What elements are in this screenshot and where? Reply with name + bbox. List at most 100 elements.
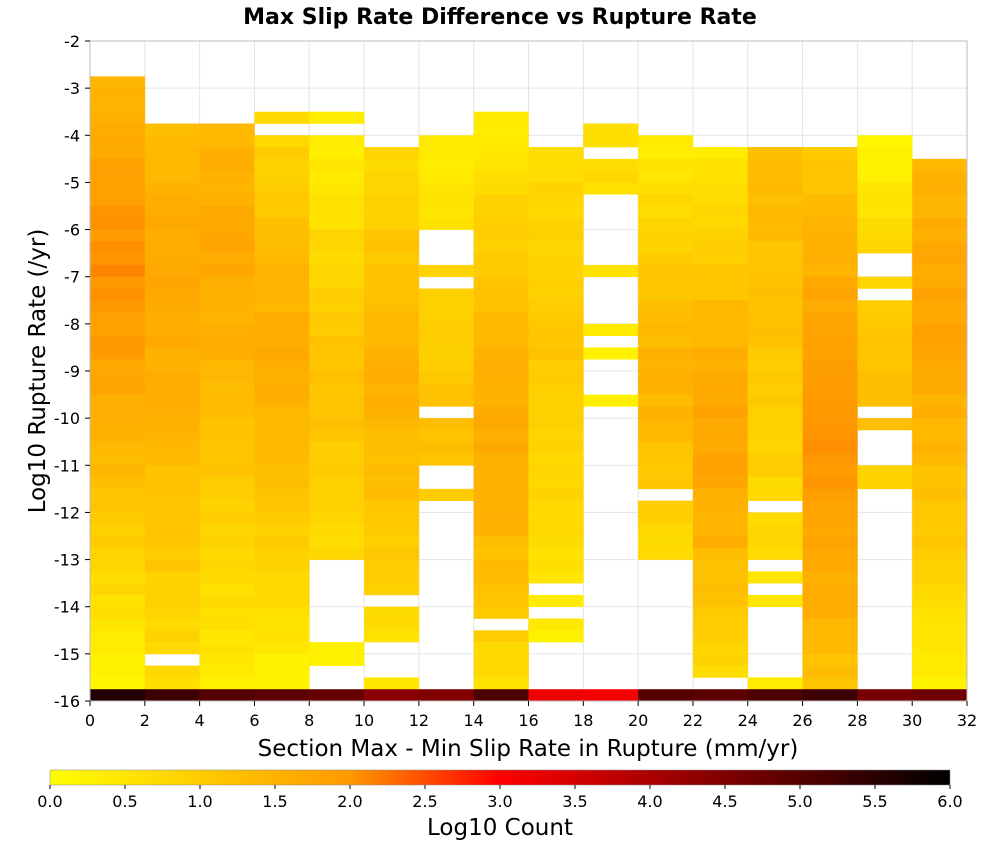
heatmap-cell [747, 194, 803, 207]
heatmap-cell [528, 453, 584, 466]
heatmap-cell [90, 453, 146, 466]
x-tick-label: 28 [847, 711, 867, 730]
heatmap-cell [692, 524, 749, 537]
heatmap-cell-bottom-row [309, 689, 365, 701]
heatmap-cell [473, 123, 529, 136]
heatmap-cell [747, 229, 803, 242]
heatmap-cell [90, 618, 146, 631]
heatmap-cell [199, 512, 255, 525]
heatmap-cell [473, 677, 529, 690]
heatmap-cell [90, 76, 146, 89]
heatmap-cell [528, 594, 584, 608]
heatmap-cell [199, 123, 255, 136]
heatmap-cell [418, 323, 474, 336]
heatmap-cell [199, 418, 255, 431]
heatmap-cell [747, 406, 803, 419]
y-axis-ticks: -2 -3 -4 -5 -6 -7 -8 -9 -10 -11 -12 -13 -14 -15 -16 [54, 32, 90, 711]
heatmap-cell [144, 429, 200, 443]
heatmap-cell [747, 335, 803, 348]
heatmap-cell [199, 288, 255, 301]
heatmap-cell-bottom-row [692, 689, 749, 701]
heatmap-cell [528, 618, 584, 631]
heatmap-cell [528, 312, 584, 325]
heatmap-cell [473, 147, 529, 160]
heatmap-cell [857, 394, 913, 407]
x-tick-label: 30 [902, 711, 922, 730]
heatmap-cell [309, 135, 365, 148]
heatmap-cell [90, 571, 146, 584]
x-tick-label: 14 [464, 711, 484, 730]
heatmap-cell [364, 288, 420, 301]
heatmap-cell [528, 206, 584, 219]
heatmap-cell [90, 394, 146, 407]
heatmap-cell [144, 264, 200, 278]
heatmap-cell [199, 335, 255, 348]
y-tick-label: -14 [54, 598, 80, 617]
heatmap-cell [802, 182, 858, 195]
heatmap-cell [692, 571, 749, 584]
heatmap-cell [638, 312, 694, 325]
heatmap-cell [364, 618, 420, 631]
heatmap-cell [692, 264, 749, 278]
heatmap-cell [199, 500, 255, 513]
heatmap-cell [199, 182, 255, 195]
heatmap-cell [912, 300, 968, 313]
heatmap-cell [144, 677, 200, 690]
heatmap-cell [364, 512, 420, 525]
heatmap-cell [90, 559, 146, 572]
heatmap-cell [90, 665, 146, 678]
heatmap-cell [144, 465, 200, 478]
heatmap-cell [802, 477, 858, 490]
heatmap-cell [638, 500, 694, 513]
heatmap-cell [199, 618, 255, 631]
heatmap-cell [90, 170, 146, 183]
heatmap-cell [309, 347, 365, 360]
heatmap-cell [144, 512, 200, 525]
heatmap-cell [747, 394, 803, 407]
heatmap-cell [692, 241, 749, 254]
heatmap-cell [254, 206, 310, 219]
heatmap-cell [254, 170, 310, 183]
x-axis-ticks: 0 2 4 6 8 10 12 14 16 18 20 22 24 26 28 30 32 [85, 701, 977, 730]
heatmap-cell [473, 194, 529, 207]
heatmap-cell-bottom-row [912, 689, 968, 701]
heatmap-cell [638, 465, 694, 478]
heatmap-cell [90, 524, 146, 537]
heatmap-cell [254, 418, 310, 431]
heatmap-cell [199, 606, 255, 619]
heatmap-cell [912, 158, 968, 171]
heatmap-cell [144, 547, 200, 560]
heatmap-cell [528, 465, 584, 478]
heatmap-cell [802, 418, 858, 431]
heatmap-cell [638, 335, 694, 348]
heatmap-cell [802, 206, 858, 219]
heatmap-cell-bottom-row [583, 689, 639, 701]
heatmap-cell [309, 429, 365, 443]
heatmap-cell [90, 147, 146, 160]
heatmap-cell [692, 429, 749, 443]
heatmap-cell [473, 382, 529, 395]
x-tick-label: 20 [628, 711, 648, 730]
heatmap-cell [857, 276, 913, 289]
heatmap-cell [254, 606, 310, 619]
heatmap-cell [254, 594, 310, 608]
heatmap-cell [309, 300, 365, 313]
heatmap-cell [254, 630, 310, 643]
heatmap-cell [90, 406, 146, 419]
heatmap-cell [199, 394, 255, 407]
heatmap-cell [747, 276, 803, 289]
heatmap-cell [638, 241, 694, 254]
heatmap-cell [364, 253, 420, 266]
heatmap-cell [144, 147, 200, 160]
colorbar-tick-label: 5.0 [787, 792, 812, 811]
heatmap-cell [144, 583, 200, 596]
heatmap-cell [747, 382, 803, 395]
heatmap-cell [583, 347, 639, 360]
heatmap-cell [857, 158, 913, 171]
heatmap-cell [912, 229, 968, 242]
heatmap-cell [309, 158, 365, 171]
heatmap-cell [747, 594, 803, 608]
heatmap-cell [418, 441, 474, 454]
heatmap-cell [528, 229, 584, 242]
heatmap-cell [473, 312, 529, 325]
